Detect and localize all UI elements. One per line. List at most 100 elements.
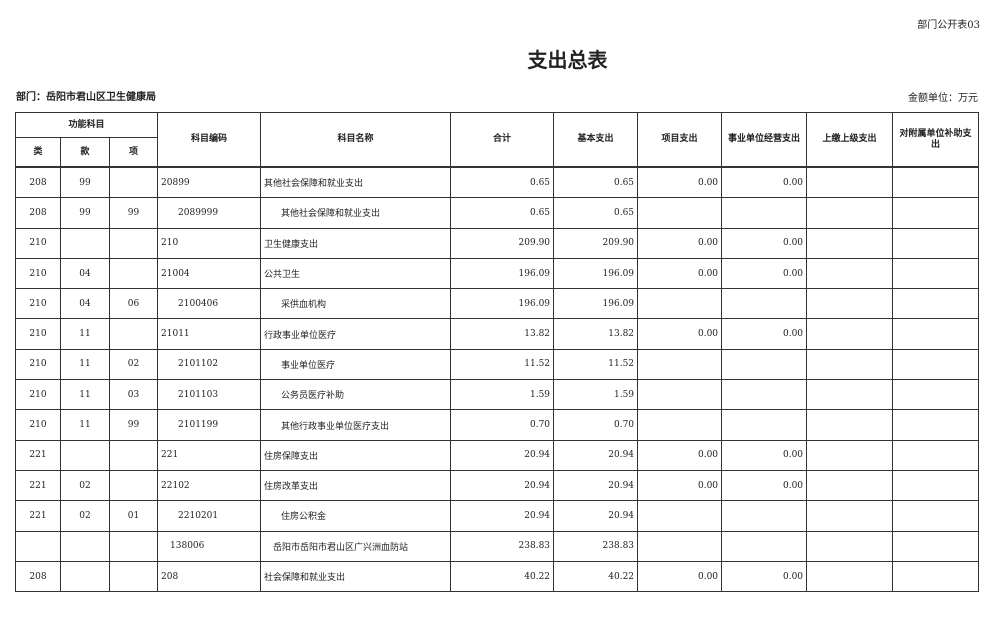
cell-name: 住房保障支出	[260, 439, 452, 471]
cell-lei: 210	[15, 227, 61, 259]
cell-kuan: 02	[60, 469, 110, 502]
cell-project	[637, 409, 723, 441]
cell-kuan: 11	[60, 318, 110, 350]
unit-label: 金额单位：万元	[908, 93, 978, 104]
header-basic: 基本支出	[553, 112, 639, 168]
cell-subsidy	[892, 348, 980, 381]
cell-basic: 40.22	[553, 560, 639, 593]
cell-upper	[806, 500, 894, 532]
cell-kuan: 11	[60, 348, 110, 381]
cell-subsidy	[892, 500, 980, 532]
table-row: 138006 岳阳市岳阳市君山区广兴洲血防站 238.83 238.83	[15, 530, 980, 562]
cell-project: 0.00	[637, 257, 723, 290]
cell-code: 208	[157, 560, 262, 593]
cell-basic: 238.83	[553, 530, 639, 562]
cell-upper	[806, 469, 894, 502]
cell-total: 0.70	[450, 409, 555, 441]
cell-business	[721, 530, 808, 562]
cell-xiang	[108, 560, 159, 593]
cell-xiang	[108, 166, 159, 199]
cell-basic: 11.52	[553, 348, 639, 381]
cell-lei: 221	[15, 439, 61, 471]
department-label: 部门：岳阳市君山区卫生健康局	[16, 92, 156, 103]
cell-project	[637, 379, 723, 411]
cell-basic: 20.94	[553, 469, 639, 502]
cell-subsidy	[892, 560, 980, 593]
header-lei: 类	[15, 137, 61, 168]
cell-kuan: 02	[60, 500, 110, 532]
cell-kuan	[60, 560, 110, 593]
cell-xiang: 99	[108, 409, 159, 441]
table-row: 210 11 21011 行政事业单位医疗 13.82 13.82 0.00 0.00	[15, 318, 980, 350]
cell-total: 11.52	[450, 348, 555, 381]
cell-code: 2089999	[157, 197, 262, 229]
cell-basic: 20.94	[553, 500, 639, 532]
cell-lei	[15, 530, 61, 562]
cell-subsidy	[892, 469, 980, 502]
cell-project: 0.00	[637, 227, 723, 259]
cell-upper	[806, 348, 894, 381]
cell-name: 事业单位医疗	[260, 348, 452, 381]
table-row: 221 02 01 2210201 住房公积金 20.94 20.94	[15, 500, 980, 532]
header-xiang: 项	[108, 137, 159, 168]
table-row: 210 11 02 2101102 事业单位医疗 11.52 11.52	[15, 348, 980, 381]
cell-name: 行政事业单位医疗	[260, 318, 452, 350]
cell-project: 0.00	[637, 166, 723, 199]
cell-total: 0.65	[450, 166, 555, 199]
cell-code: 138006	[157, 530, 262, 562]
cell-total: 196.09	[450, 288, 555, 320]
cell-project	[637, 530, 723, 562]
cell-subsidy	[892, 257, 980, 290]
cell-total: 40.22	[450, 560, 555, 593]
cell-upper	[806, 197, 894, 229]
header-total: 合计	[450, 112, 555, 168]
cell-xiang: 03	[108, 379, 159, 411]
header-project: 项目支出	[637, 112, 723, 168]
cell-business: 0.00	[721, 227, 808, 259]
cell-upper	[806, 439, 894, 471]
cell-upper	[806, 227, 894, 259]
table-row: 210 11 99 2101199 其他行政事业单位医疗支出 0.70 0.70	[15, 409, 980, 441]
cell-basic: 0.65	[553, 166, 639, 199]
cell-project	[637, 197, 723, 229]
cell-subsidy	[892, 379, 980, 411]
cell-subsidy	[892, 409, 980, 441]
cell-lei: 221	[15, 500, 61, 532]
cell-lei: 210	[15, 379, 61, 411]
cell-total: 20.94	[450, 469, 555, 502]
cell-name: 公共卫生	[260, 257, 452, 290]
cell-code: 2101199	[157, 409, 262, 441]
cell-lei: 210	[15, 348, 61, 381]
table-row: 208 99 99 2089999 其他社会保障和就业支出 0.65 0.65	[15, 197, 980, 229]
cell-subsidy	[892, 530, 980, 562]
cell-name: 采供血机构	[260, 288, 452, 320]
cell-upper	[806, 318, 894, 350]
cell-kuan: 04	[60, 288, 110, 320]
cell-total: 13.82	[450, 318, 555, 350]
cell-business: 0.00	[721, 560, 808, 593]
cell-upper	[806, 530, 894, 562]
cell-basic: 1.59	[553, 379, 639, 411]
cell-code: 221	[157, 439, 262, 471]
cell-lei: 208	[15, 560, 61, 593]
cell-xiang	[108, 530, 159, 562]
cell-code: 2100406	[157, 288, 262, 320]
header-kuan: 款	[60, 137, 110, 168]
cell-upper	[806, 288, 894, 320]
cell-code: 22102	[157, 469, 262, 502]
table-row: 221 02 22102 住房改革支出 20.94 20.94 0.00 0.00	[15, 469, 980, 502]
table-row: 221 221 住房保障支出 20.94 20.94 0.00 0.00	[15, 439, 980, 471]
cell-subsidy	[892, 318, 980, 350]
cell-code: 21004	[157, 257, 262, 290]
cell-project	[637, 500, 723, 532]
cell-business	[721, 379, 808, 411]
cell-code: 2101103	[157, 379, 262, 411]
cell-project: 0.00	[637, 560, 723, 593]
cell-project: 0.00	[637, 439, 723, 471]
cell-total: 20.94	[450, 439, 555, 471]
cell-total: 196.09	[450, 257, 555, 290]
header-upper: 上缴上级支出	[806, 112, 894, 168]
cell-xiang: 99	[108, 197, 159, 229]
cell-xiang	[108, 318, 159, 350]
cell-subsidy	[892, 166, 980, 199]
